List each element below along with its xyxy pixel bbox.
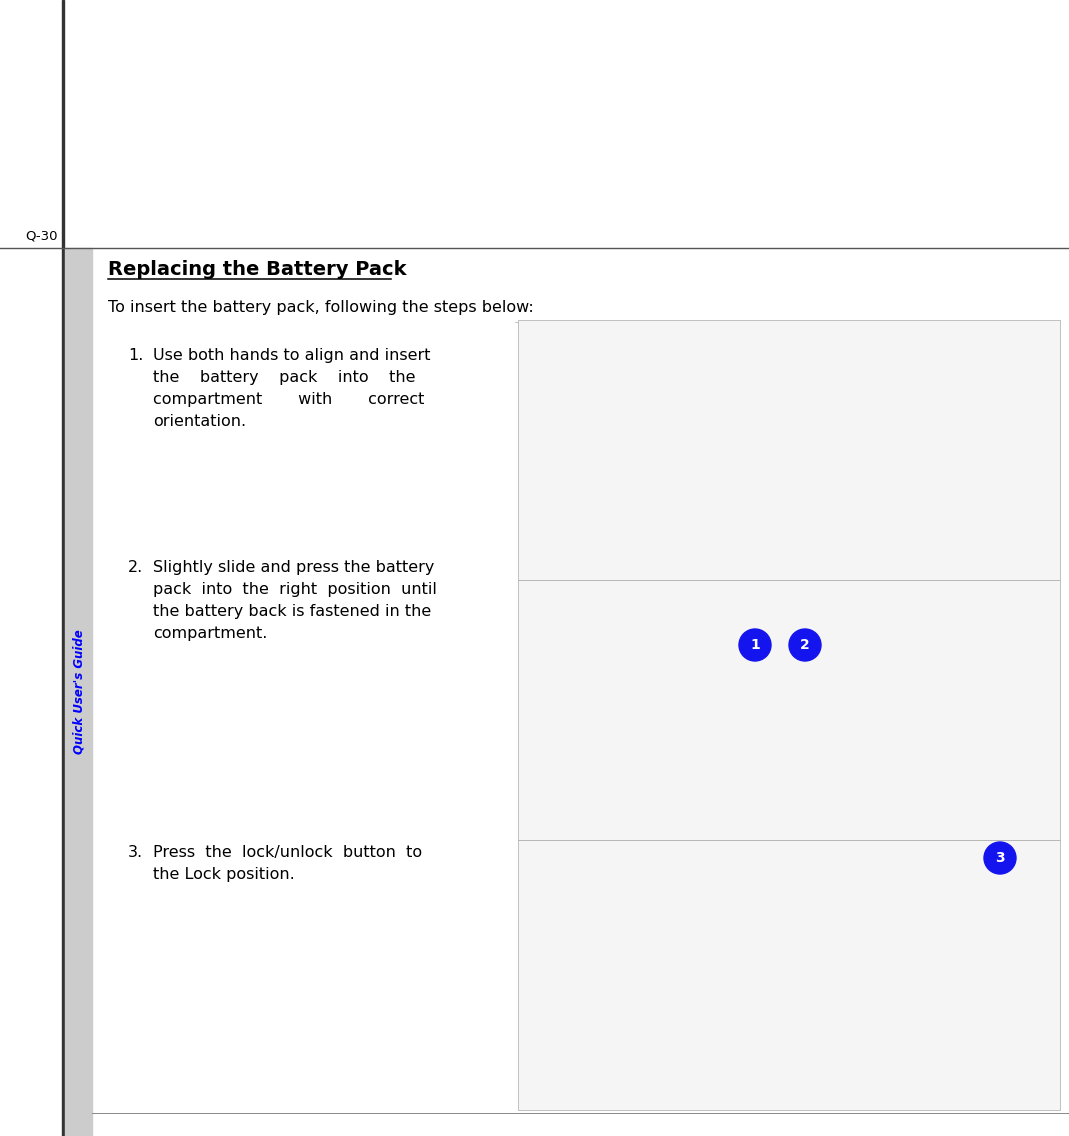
- Text: the Lock position.: the Lock position.: [153, 867, 295, 882]
- Text: Use both hands to align and insert: Use both hands to align and insert: [153, 348, 431, 364]
- Bar: [518, 320, 1060, 580]
- Circle shape: [739, 629, 771, 661]
- Circle shape: [789, 629, 821, 661]
- Text: 3: 3: [995, 851, 1005, 864]
- Bar: [518, 840, 1060, 1110]
- Text: 2.: 2.: [128, 560, 143, 575]
- Text: 1: 1: [750, 638, 760, 652]
- Text: Quick User's Guide: Quick User's Guide: [72, 629, 86, 754]
- Bar: [0, 0, 62, 1136]
- Bar: [65, 248, 92, 1136]
- Bar: [62, 0, 64, 1136]
- Text: pack  into  the  right  position  until: pack into the right position until: [153, 582, 437, 598]
- Text: To insert the battery pack, following the steps below:: To insert the battery pack, following th…: [108, 300, 533, 315]
- Text: compartment.: compartment.: [153, 626, 267, 641]
- Text: Q-30: Q-30: [25, 229, 58, 242]
- Text: 2: 2: [800, 638, 810, 652]
- Text: the battery back is fastened in the: the battery back is fastened in the: [153, 604, 431, 619]
- Bar: [518, 580, 1060, 840]
- Text: 3.: 3.: [128, 845, 143, 860]
- Text: 1.: 1.: [128, 348, 143, 364]
- Text: Slightly slide and press the battery: Slightly slide and press the battery: [153, 560, 434, 575]
- Text: Replacing the Battery Pack: Replacing the Battery Pack: [108, 260, 406, 279]
- Text: orientation.: orientation.: [153, 414, 246, 429]
- Text: Press  the  lock/unlock  button  to: Press the lock/unlock button to: [153, 845, 422, 860]
- Text: compartment       with       correct: compartment with correct: [153, 392, 424, 407]
- Circle shape: [983, 842, 1016, 874]
- Text: the    battery    pack    into    the: the battery pack into the: [153, 370, 416, 385]
